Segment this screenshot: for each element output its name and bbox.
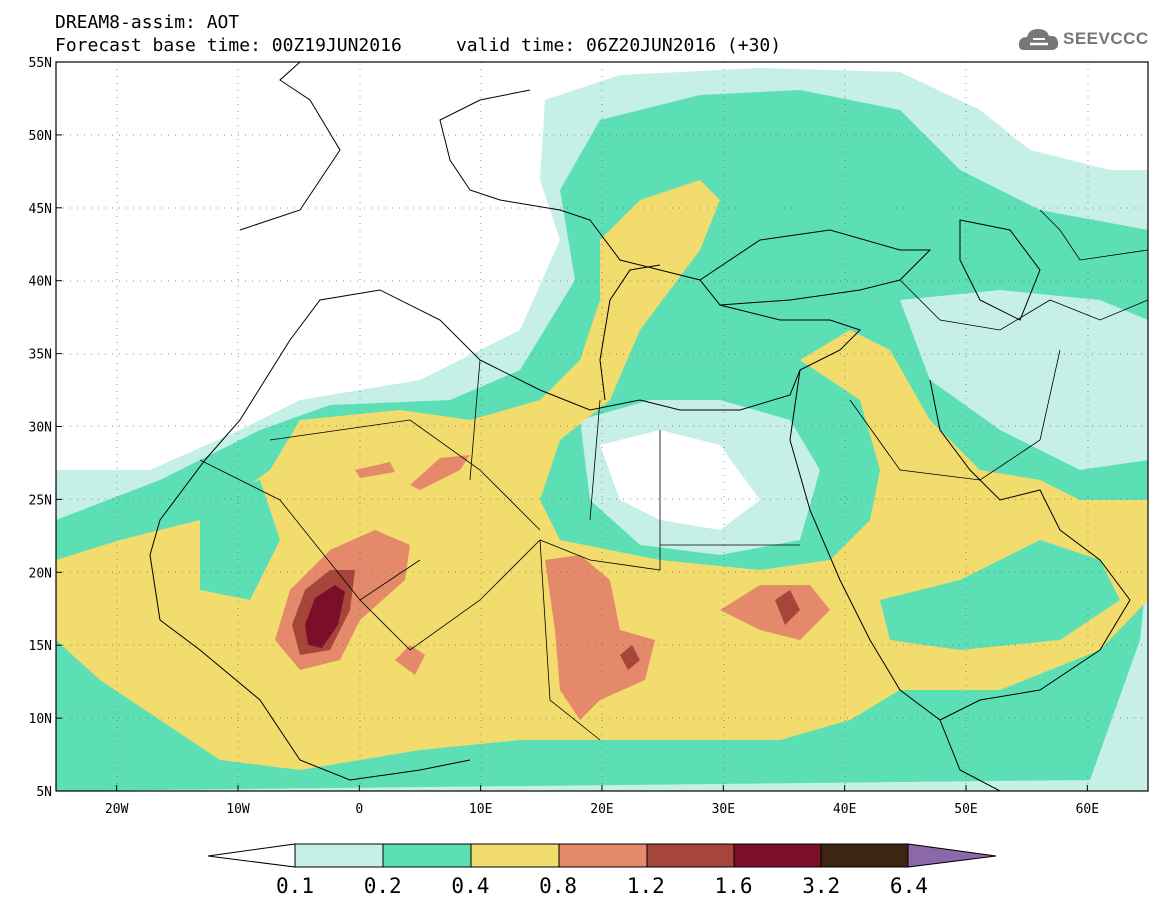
colorbar-label: 1.2 — [627, 874, 665, 898]
colorbar-label: 0.8 — [539, 874, 577, 898]
lat-tick-label: 40N — [29, 275, 52, 290]
lon-tick-label: 0 — [355, 802, 363, 817]
lon-tick-label: 20W — [105, 802, 129, 817]
lat-tick-label: 55N — [29, 56, 52, 71]
colorbar-label: 0.1 — [276, 874, 314, 898]
lat-tick-label: 30N — [29, 421, 52, 436]
colorbar-box-5 — [646, 843, 735, 868]
lon-tick-label: 20E — [590, 802, 613, 817]
colorbar-label: 6.4 — [890, 874, 928, 898]
lat-tick-label: 5N — [36, 785, 52, 800]
forecast-time-label: Forecast base time: 00Z19JUN2016 valid t… — [55, 35, 782, 56]
lat-tick-label: 15N — [29, 639, 52, 654]
lat-tick-label: 10N — [29, 712, 52, 727]
aot-band-0.8-east — [720, 585, 830, 640]
aot-low-patch-east — [900, 290, 1148, 470]
aot-band-1.2-central — [620, 645, 640, 670]
colorbar-label: 0.2 — [364, 874, 402, 898]
longitude-labels: 20W 10W 0 10E 20E 30E 40E 50E 60E — [105, 785, 1099, 817]
colorbar-box-1 — [294, 843, 384, 868]
country-borders — [199, 209, 1148, 741]
aot-band-1.2-east — [775, 590, 800, 625]
colorbar-box-2 — [382, 843, 472, 868]
colorbar-label: 3.2 — [802, 874, 840, 898]
aot-band-0.8-central — [545, 555, 655, 720]
lat-tick-label: 35N — [29, 348, 52, 363]
cloud-logo-icon — [1018, 29, 1059, 50]
colorbar-label: 0.4 — [451, 874, 489, 898]
colorbar — [207, 843, 997, 868]
lon-tick-label: 40E — [833, 802, 856, 817]
lon-tick-label: 50E — [954, 802, 977, 817]
colorbar-label: 1.6 — [715, 874, 753, 898]
lon-tick-label: 10E — [469, 802, 492, 817]
lat-tick-label: 20N — [29, 566, 52, 581]
lon-tick-label: 60E — [1076, 802, 1099, 817]
colorbar-box-4 — [558, 843, 648, 868]
colorbar-box-3 — [470, 843, 560, 868]
aot-band-1.6 — [305, 585, 345, 648]
aot-band-0.8-small — [395, 645, 425, 675]
aot-white-patch — [600, 430, 760, 530]
aot-mid-patch-south — [880, 540, 1120, 650]
lon-tick-label: 10W — [226, 802, 250, 817]
coastlines — [149, 62, 1131, 791]
latitude-labels: 5N 10N 15N 20N 25N 30N 35N 40N 45N 50N 55N — [29, 56, 62, 800]
aot-band-0.8-north1 — [355, 462, 395, 478]
map-gridlines — [56, 62, 1148, 791]
lon-tick-label: 30E — [712, 802, 735, 817]
lat-tick-label: 25N — [29, 493, 52, 508]
colorbar-box-7 — [820, 843, 909, 868]
seevccc-logo-text: SEEVCCC — [1063, 29, 1149, 48]
map-title: DREAM8-assim: AOT — [55, 12, 240, 33]
colorbar-low-triangle — [207, 843, 296, 868]
colorbar-high-triangle — [907, 843, 997, 868]
aot-mid-patch-sahara — [200, 480, 280, 600]
aot-band-0.8-north2 — [410, 455, 470, 490]
colorbar-box-6 — [733, 843, 822, 868]
lat-tick-label: 50N — [29, 129, 52, 144]
lat-tick-label: 45N — [29, 202, 52, 217]
colorbar-labels: 0.1 0.2 0.4 0.8 1.2 1.6 3.2 6.4 — [276, 874, 928, 898]
